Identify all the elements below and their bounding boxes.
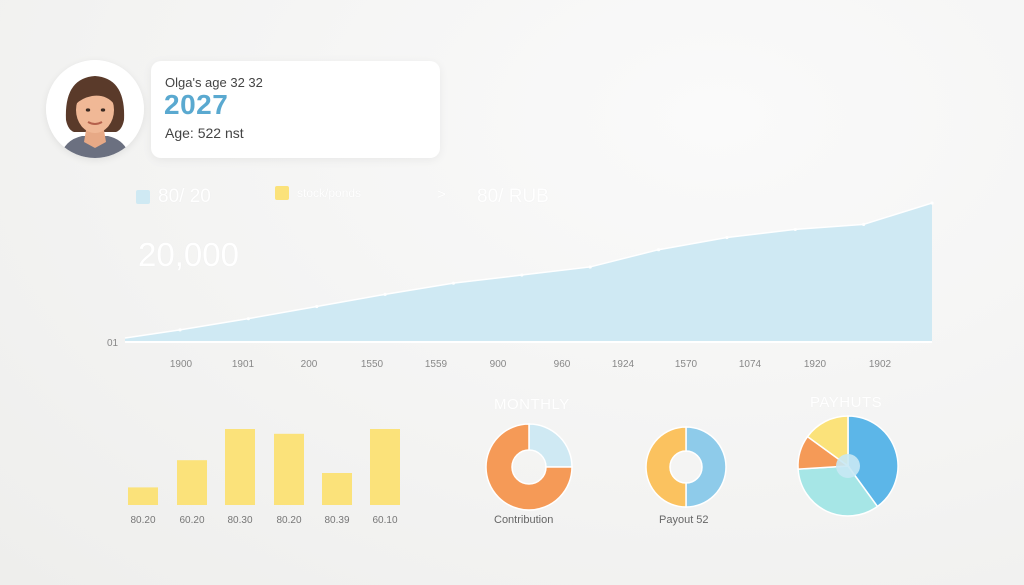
pie-slice: [645, 426, 687, 508]
area-point: [520, 273, 524, 277]
area-point: [451, 281, 456, 285]
chevron-right-icon: >: [437, 186, 446, 203]
x-tick-label: 900: [490, 359, 507, 370]
bar: [370, 429, 400, 505]
pie-slice: [685, 426, 727, 508]
x-tick-label: 1074: [739, 359, 762, 370]
area-point: [246, 317, 250, 321]
person-portrait-icon: [46, 60, 144, 158]
monthly-title: MONTHLY: [494, 396, 570, 413]
bar-label: 80.20: [276, 515, 301, 526]
area-fill: [125, 203, 932, 342]
area-point: [588, 265, 592, 269]
bar: [322, 473, 352, 505]
area-point: [178, 328, 182, 332]
bar-chart: 80.20 60.20 80.30 80.20 80.39 60.10: [128, 429, 400, 526]
bar-label: 60.10: [372, 515, 397, 526]
legend-swatch-yellow: [275, 186, 289, 200]
area-point: [930, 201, 934, 205]
legend-item-2: stock/ponds: [275, 186, 361, 200]
profile-year: 2027: [164, 89, 229, 120]
x-tick-label: 1900: [170, 359, 193, 370]
legend-item-3: 80/ RUB: [477, 186, 549, 208]
bar-label: 80.30: [227, 515, 252, 526]
profile-age-line: Age: 522 nst: [165, 125, 244, 141]
bar: [225, 429, 255, 505]
x-tick-label: 200: [301, 359, 318, 370]
y-tick-label: 01: [107, 338, 119, 349]
bar: [128, 487, 158, 505]
bar-label: 80.20: [130, 515, 155, 526]
area-point: [793, 227, 797, 232]
legend-label-3: 80/ RUB: [477, 186, 549, 207]
payout-donut-chart: [645, 426, 727, 508]
legend-label-2: stock/ponds: [297, 186, 362, 200]
contribution-donut-chart: [485, 423, 573, 511]
legend-arrow: >: [437, 186, 446, 203]
area-point: [862, 222, 866, 226]
x-tick-label: 1902: [869, 359, 892, 370]
pie-slice: [528, 423, 573, 468]
big-value: 20,000: [138, 236, 239, 273]
payouts-pie-chart: [797, 415, 899, 517]
x-tick-label: 1570: [675, 359, 698, 370]
legend-swatch-blue: [136, 190, 150, 204]
legend-item-1: 80/ 20: [136, 186, 211, 208]
bar: [177, 460, 207, 505]
bar-label: 60.20: [179, 515, 204, 526]
legend-label-1: 80/ 20: [158, 186, 211, 207]
pie-center: [836, 454, 860, 478]
avatar: [46, 60, 144, 158]
x-tick-label: 1920: [804, 359, 827, 370]
area-point: [725, 235, 729, 240]
payouts-title: PAYHUTS: [810, 394, 883, 411]
pie-slice: [847, 415, 899, 508]
pie-slice: [806, 415, 849, 468]
area-point: [383, 292, 387, 296]
profile-name-line: Olga's age 32 32: [165, 75, 263, 90]
x-tick-label: 1559: [425, 359, 448, 370]
area-chart: 01 1900 1901 200 1550 1559 900 960 1924 1570 1074 1…: [107, 201, 934, 370]
x-tick-label: 960: [554, 359, 571, 370]
bar-label: 80.39: [324, 515, 349, 526]
area-point: [656, 248, 661, 252]
payout-caption: Payout 52: [659, 514, 709, 526]
x-tick-label: 1924: [612, 359, 635, 370]
profile-card: Olga's age 32 32 2027 Age: 522 nst: [151, 61, 440, 158]
x-tick-label: 1901: [232, 359, 255, 370]
pie-slice: [797, 465, 879, 517]
x-tick-label: 1550: [361, 359, 384, 370]
area-point: [315, 304, 319, 309]
pie-slice: [485, 423, 573, 511]
bar: [274, 433, 304, 505]
contribution-caption: Contribution: [494, 514, 554, 526]
